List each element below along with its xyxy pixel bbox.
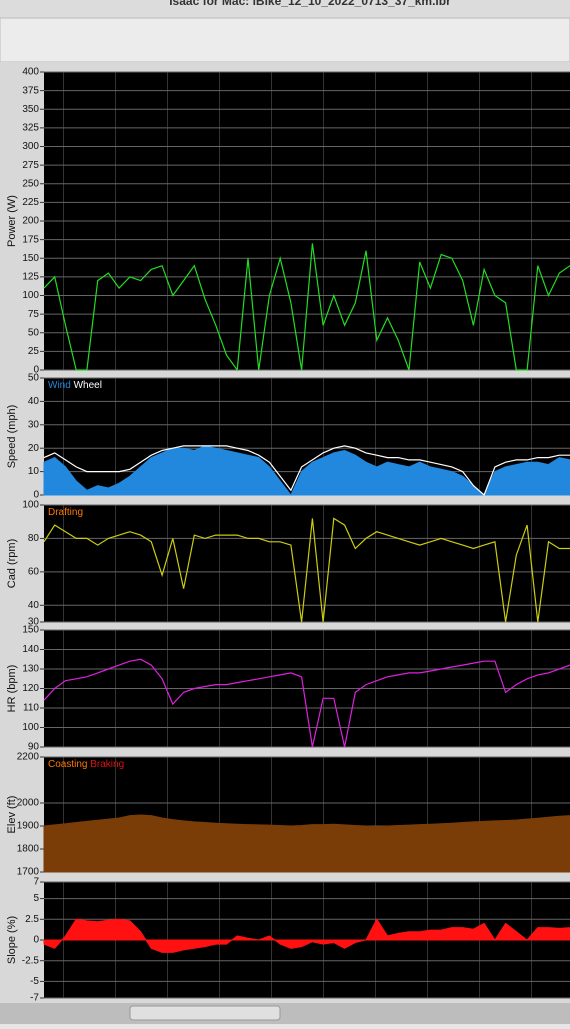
line [43, 658, 570, 748]
y-tick-label: 375 [22, 85, 39, 96]
y-tick-label: 325 [22, 123, 39, 134]
vertical-grid [44, 505, 570, 622]
y-tick-label: 40 [28, 396, 40, 407]
y-tick-label: 110 [23, 703, 39, 714]
y-tick-label: 130 [22, 664, 39, 675]
y-tick-label: 250 [22, 178, 39, 189]
y-tick-label: -7 [30, 993, 39, 1004]
y-tick-label: 60 [28, 566, 40, 577]
y-tick-label: 50 [28, 327, 40, 338]
legend-entry: Coasting [48, 759, 87, 770]
y-tick-label: 125 [22, 272, 39, 283]
y-tick-label: -5 [30, 976, 39, 987]
y-axis-label: HR (bpm) [6, 665, 18, 713]
y-tick-label: 2000 [17, 798, 40, 809]
y-tick-label: 0 [33, 365, 39, 376]
y-tick-label: 150 [22, 625, 39, 636]
y-tick-label: 1700 [17, 867, 40, 878]
y-tick-label: 30 [28, 617, 40, 628]
y-tick-label: 7 [33, 877, 39, 888]
y-axis-label: Slope (%) [6, 916, 18, 964]
y-tick-label: 1800 [17, 844, 40, 855]
y-tick-label: 120 [22, 683, 39, 694]
scrollbar[interactable] [0, 1003, 570, 1024]
y-tick-label: 1900 [17, 821, 40, 832]
y-tick-label: 20 [28, 443, 40, 454]
line [43, 243, 570, 372]
y-tick-label: 50 [28, 373, 40, 384]
y-tick-label: 25 [28, 346, 40, 357]
y-axis-label: Speed (mph) [6, 405, 18, 469]
y-axis-label: Cad (rpm) [6, 539, 18, 589]
y-tick-label: 300 [22, 141, 39, 152]
line [43, 445, 570, 497]
legend-entry: Drafting [48, 507, 83, 518]
y-tick-label: 90 [28, 742, 40, 753]
scroll-thumb[interactable] [129, 1005, 281, 1021]
area [43, 814, 570, 873]
y-tick-label: 30 [28, 419, 40, 430]
y-tick-label: 150 [22, 253, 39, 264]
y-tick-label: -2.5 [22, 955, 40, 966]
legend: Wind Wheel [48, 380, 102, 391]
y-tick-label: 200 [22, 216, 39, 227]
title-bar [0, 0, 570, 18]
y-axis-label: Elev (ft) [6, 796, 18, 834]
y-tick-label: 100 [22, 500, 39, 511]
y-tick-label: 0 [33, 935, 39, 946]
area [43, 445, 570, 496]
y-tick-label: 100 [22, 290, 39, 301]
window-title: Isaac for Mac: iBike_12_10_2022_0713_37_… [169, 0, 451, 8]
legend: Coasting Braking [48, 759, 124, 770]
y-tick-label: 350 [22, 104, 39, 115]
legend: Drafting [48, 507, 83, 518]
legend-entry: Wheel [74, 380, 102, 391]
y-tick-label: 5 [33, 893, 39, 904]
toolbar [0, 17, 570, 63]
legend-entry: Braking [90, 759, 124, 770]
y-tick-label: 0 [33, 490, 39, 501]
y-tick-label: 2.5 [25, 914, 39, 925]
y-tick-label: 140 [22, 644, 39, 655]
y-tick-label: 10 [28, 466, 40, 477]
legend-entry: Wind [48, 380, 71, 391]
y-tick-label: 75 [28, 309, 40, 320]
y-tick-label: 400 [22, 67, 39, 78]
y-axis-label: Power (W) [6, 195, 18, 247]
line [43, 517, 570, 623]
y-tick-label: 40 [28, 600, 40, 611]
y-tick-label: 275 [22, 160, 39, 171]
y-tick-label: 80 [28, 533, 40, 544]
y-tick-label: 2200 [17, 752, 40, 763]
area [43, 918, 570, 953]
charts: 0255075100125150175200225250275300325350… [6, 67, 570, 1004]
y-tick-label: 175 [22, 234, 39, 245]
y-tick-label: 225 [22, 197, 39, 208]
y-tick-label: 100 [22, 722, 39, 733]
